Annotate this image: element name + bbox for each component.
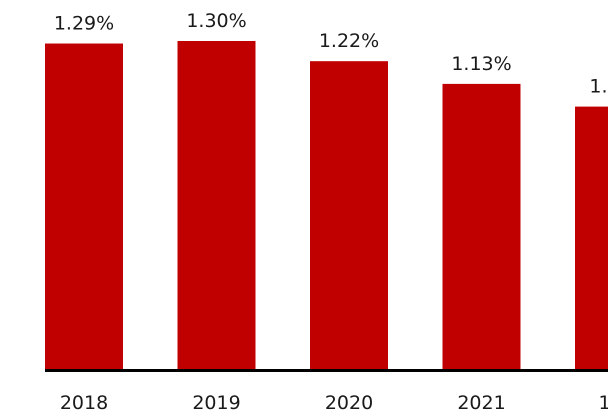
bar-value-label: 1.22% xyxy=(319,30,379,52)
x-tick-label: 2018 xyxy=(60,392,108,414)
bar-value-label: 1.30% xyxy=(186,10,246,32)
bar-2020 xyxy=(310,61,388,369)
bar-2019 xyxy=(177,41,256,369)
bar-value-label: 1.29% xyxy=(54,13,114,35)
bar-2021 xyxy=(442,83,521,370)
value-labels-layer: 1.29% 1.30% 1.22% 1.13% 1.0… xyxy=(54,10,608,98)
bar-2018 xyxy=(45,43,123,370)
bar-value-label: 1.13% xyxy=(451,53,511,75)
bar-value-label: 1.0… xyxy=(589,76,608,98)
bars-layer xyxy=(45,41,608,370)
x-tick-label: 2020 xyxy=(325,392,373,414)
x-tick-label: 2021 xyxy=(457,392,505,414)
x-tick-labels-layer: 2018 2019 2020 2021 1… xyxy=(60,392,608,414)
bar-1… xyxy=(575,106,608,369)
x-tick-label: 2019 xyxy=(192,392,240,414)
x-tick-label: 1… xyxy=(598,392,608,414)
